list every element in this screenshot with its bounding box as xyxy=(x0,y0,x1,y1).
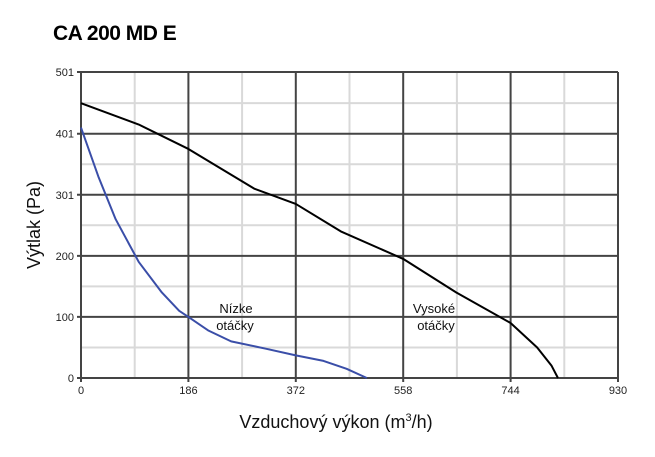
y-tick-label: 200 xyxy=(56,251,74,263)
y-tick-label: 501 xyxy=(56,67,74,79)
x-tick-label: 558 xyxy=(394,385,412,397)
y-tick-label: 0 xyxy=(68,373,74,385)
chart-title: CA 200 MD E xyxy=(53,22,177,45)
x-tick-label: 0 xyxy=(78,385,84,397)
annotation-low-line1: Nízke xyxy=(219,301,252,316)
x-tick-label: 930 xyxy=(609,385,627,397)
y-axis-label: Výtlak (Pa) xyxy=(24,181,44,269)
x-axis-label: Vzduchový výkon (m3/h) xyxy=(239,412,432,432)
x-axis-label-end: /h) xyxy=(412,412,433,432)
y-tick-label: 100 xyxy=(56,312,74,324)
y-tick-label: 301 xyxy=(56,190,74,202)
annotation-high-line1: Vysoké xyxy=(413,301,455,316)
x-tick-label: 744 xyxy=(501,385,519,397)
annotation-high-line2: otáčky xyxy=(417,318,455,333)
x-tick-label: 186 xyxy=(179,385,197,397)
series-line-high-speed xyxy=(80,102,559,379)
x-tick-label: 372 xyxy=(287,385,305,397)
y-tick-label: 401 xyxy=(56,129,74,141)
x-axis-label-main: Vzduchový výkon (m xyxy=(239,412,405,432)
annotation-low-line2: otáčky xyxy=(216,318,254,333)
series-line-low-speed xyxy=(80,127,368,379)
x-axis-label-sup: 3 xyxy=(405,412,411,424)
